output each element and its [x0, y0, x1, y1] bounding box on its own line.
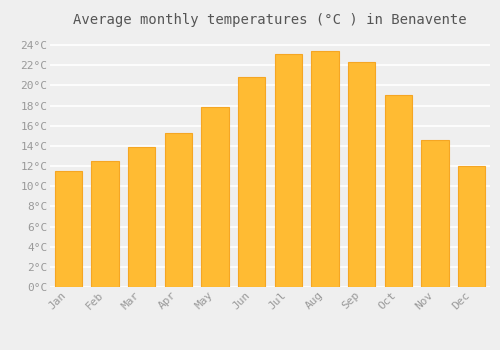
- Bar: [348, 62, 376, 287]
- Bar: [164, 133, 192, 287]
- Bar: [128, 147, 156, 287]
- Title: Average monthly temperatures (°C ) in Benavente: Average monthly temperatures (°C ) in Be…: [73, 13, 467, 27]
- Bar: [274, 54, 302, 287]
- Bar: [91, 161, 119, 287]
- Bar: [238, 77, 266, 287]
- Bar: [311, 51, 339, 287]
- Bar: [201, 106, 229, 287]
- Bar: [384, 96, 412, 287]
- Bar: [458, 166, 485, 287]
- Bar: [54, 171, 82, 287]
- Bar: [421, 140, 448, 287]
